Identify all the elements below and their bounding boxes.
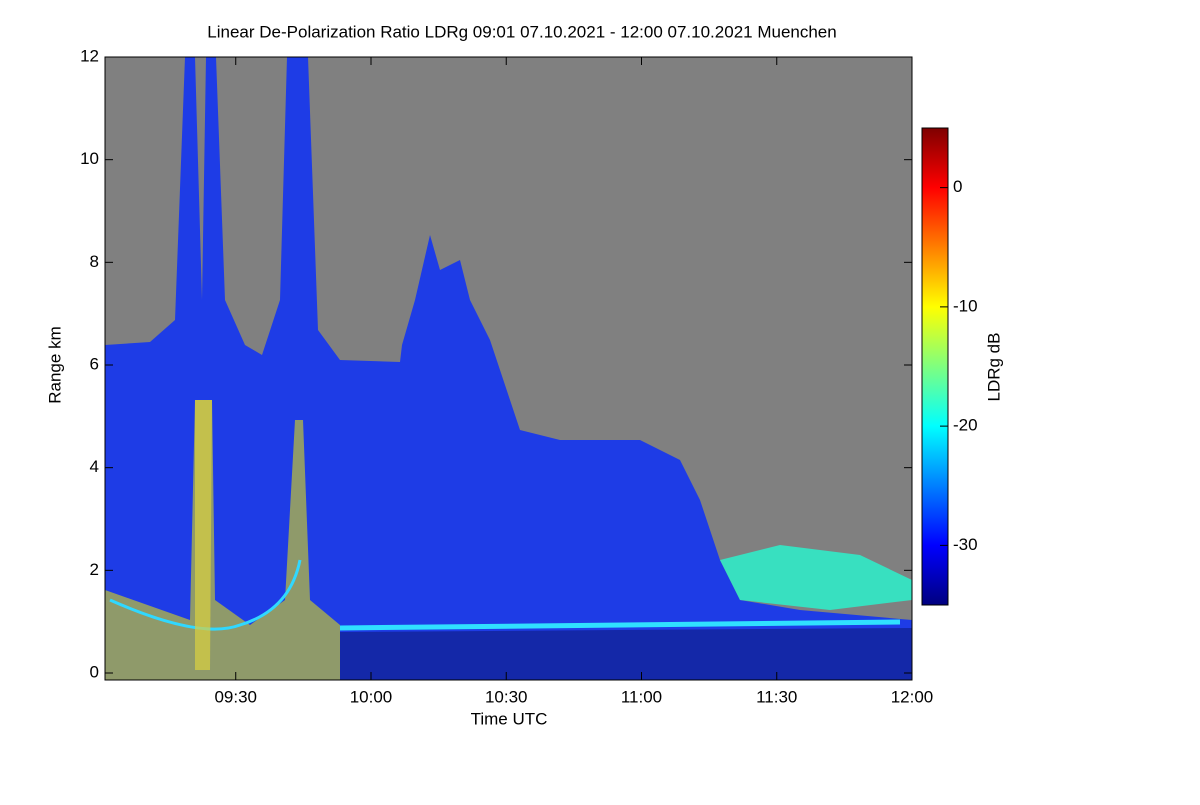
plot-frame	[104, 56, 913, 681]
x-tick-label: 10:00	[350, 687, 393, 706]
fall-streak	[195, 400, 212, 670]
y-tick-label: 8	[90, 252, 99, 271]
x-tick-label: 11:00	[621, 687, 662, 706]
y-tick-label: 12	[80, 46, 99, 65]
y-tick-label: 4	[90, 457, 99, 476]
colorbar-tick-label: -20	[953, 416, 978, 435]
colorbar	[921, 127, 949, 606]
colorbar-tick-label: 0	[953, 177, 962, 196]
y-tick-label: 0	[90, 662, 99, 681]
boundary-layer	[340, 628, 912, 680]
x-tick-label: 10:30	[485, 687, 528, 706]
low-aerosol	[105, 400, 340, 680]
aerosol-edge	[109, 559, 302, 631]
y-tick-label: 10	[80, 149, 99, 168]
colorbar-label: LDRg dB	[984, 333, 1003, 402]
chart-title: Linear De-Polarization Ratio LDRg 09:01 …	[207, 22, 836, 41]
lidar-field	[105, 57, 912, 680]
cloud-base	[339, 619, 901, 631]
y-tick-label: 6	[90, 354, 99, 373]
x-tick-label: 09:30	[214, 687, 257, 706]
colorbar-tick-label: -10	[953, 296, 978, 315]
x-tick-label: 12:00	[891, 687, 934, 706]
y-axis-label: Range km	[45, 326, 64, 403]
low-cloud	[720, 545, 912, 610]
x-tick-label: 11:30	[756, 687, 797, 706]
x-axis-label: Time UTC	[471, 709, 548, 728]
colorbar-tick-label: -30	[953, 535, 978, 554]
y-tick-label: 2	[90, 560, 99, 579]
